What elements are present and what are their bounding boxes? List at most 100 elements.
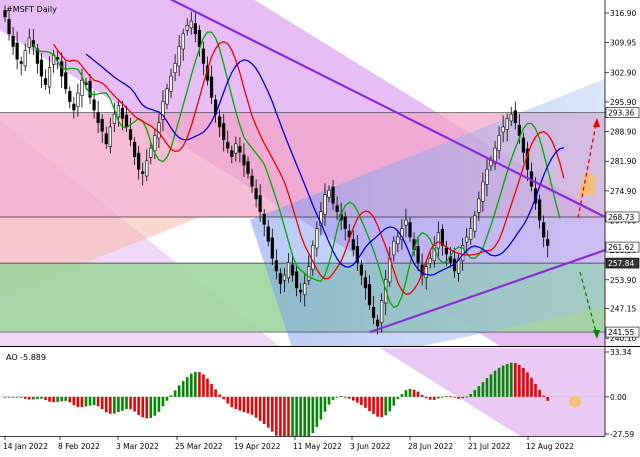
ao-bar: [206, 378, 209, 397]
ao-bar: [125, 396, 128, 410]
ao-bar: [64, 396, 68, 401]
candle-body: [497, 135, 501, 151]
ao-bar: [185, 377, 189, 397]
candle-body: [189, 20, 193, 29]
ao-bar: [283, 396, 286, 436]
candle-body: [60, 61, 64, 77]
ao-bar: [392, 396, 396, 406]
candle-body: [157, 122, 161, 139]
ao-bar: [76, 396, 80, 408]
ao-bar: [388, 396, 392, 412]
ao-bar: [469, 393, 473, 397]
y-tick-label: 240.10: [610, 334, 636, 343]
candle-body: [145, 160, 149, 177]
candle-body: [92, 99, 96, 111]
candle-body: [270, 237, 274, 259]
candle-body: [278, 273, 283, 284]
candle-body: [209, 76, 214, 98]
ao-bar: [19, 396, 23, 398]
price-label: 241.55: [608, 328, 634, 337]
ao-bar: [384, 396, 387, 416]
candle-body: [246, 161, 250, 174]
ao-bar: [291, 396, 294, 436]
candle-body: [242, 154, 246, 166]
candle-body: [153, 135, 157, 151]
ao-bar: [246, 396, 250, 414]
ao-bar: [420, 394, 424, 397]
candle-body: [218, 116, 222, 128]
ao-bar: [266, 396, 270, 428]
ao-bar: [23, 396, 27, 399]
ao-bar: [465, 396, 468, 398]
candle-body: [64, 72, 68, 90]
candle-body: [404, 219, 408, 226]
ao-bar: [169, 395, 173, 397]
ao-bar: [299, 396, 302, 436]
y-tick-label: 281.90: [610, 157, 636, 166]
candle-body: [226, 141, 230, 149]
ao-bar: [323, 396, 327, 412]
candle-body: [311, 245, 315, 270]
candle-body: [501, 126, 505, 133]
candle-body: [444, 247, 449, 255]
moving-average-line: [85, 53, 565, 276]
ao-bar: [133, 396, 136, 412]
candle-body: [128, 129, 133, 140]
candle-body: [282, 274, 287, 281]
ao-bar: [339, 395, 343, 397]
ao-bar: [449, 396, 452, 397]
ao-bar: [80, 396, 84, 408]
candle-body: [343, 216, 347, 229]
ao-bar: [129, 396, 132, 410]
y-tick-label: 309.95: [610, 38, 636, 47]
candle-body: [169, 75, 173, 92]
ao-bar: [109, 396, 112, 414]
candle-body: [3, 10, 7, 18]
y-tick-label: 274.90: [610, 187, 636, 196]
ao-bar: [271, 396, 274, 432]
ao-axis: 33.34 0.00 -27.59: [605, 348, 634, 439]
ao-bar: [3, 396, 7, 398]
candle-body: [542, 222, 546, 238]
up-arrow-line: [577, 123, 597, 219]
ao-bar: [424, 396, 428, 399]
ao-bar: [165, 396, 169, 401]
candle-body: [133, 141, 137, 157]
x-tick-label: 25 Mar 2022: [175, 442, 223, 451]
moving-average-line: [53, 40, 565, 295]
forecast-wedge: [578, 172, 596, 196]
ao-bar: [230, 396, 234, 408]
ao-y-tick-label: 33.34: [610, 348, 632, 357]
ao-bar: [303, 396, 306, 436]
ao-bar: [141, 396, 144, 418]
ao-bar: [331, 396, 335, 400]
ao-bar: [453, 396, 456, 398]
candle-body: [465, 236, 469, 243]
ao-panel: [0, 348, 605, 436]
ao-bar: [210, 383, 213, 397]
x-tick-label: 8 Feb 2022: [58, 442, 100, 451]
candle-body: [80, 80, 84, 96]
candle-body: [303, 283, 307, 295]
down-arrow-line: [579, 271, 597, 333]
ao-bar: [222, 396, 225, 400]
candle-body: [416, 246, 420, 263]
ao-bar: [368, 396, 371, 412]
ao-bar: [493, 370, 497, 397]
candle-body: [319, 211, 323, 226]
ao-bar: [522, 367, 525, 397]
candle-body: [177, 46, 181, 67]
ao-bar: [509, 362, 513, 397]
ao-bar: [254, 396, 258, 418]
ao-channel-fill: [380, 348, 605, 436]
candle-body: [546, 239, 550, 246]
ao-bar: [117, 396, 120, 413]
price-label-box: [605, 257, 640, 269]
candle-body: [254, 188, 258, 200]
candle-body: [88, 80, 92, 98]
candle-body: [108, 126, 112, 147]
candle-body: [408, 222, 412, 238]
candle-body: [392, 240, 396, 256]
